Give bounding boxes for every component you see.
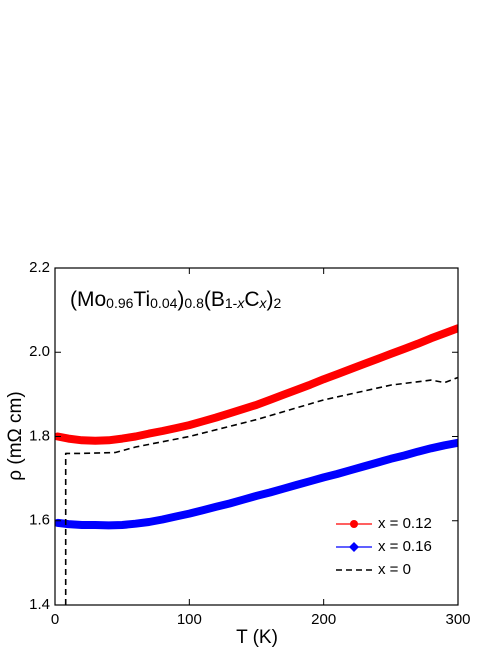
legend-label: x = 0.16 — [378, 538, 432, 555]
x-tick-label: 200 — [311, 611, 336, 628]
y-tick-label: 2.2 — [29, 259, 50, 276]
annotation-part: ) — [266, 288, 273, 311]
annotation-part: ) — [177, 288, 184, 311]
x-axis-label: T (K) — [236, 627, 278, 648]
series-line — [55, 438, 458, 530]
y-tick-label: 2.0 — [29, 343, 50, 360]
x-tick-label: 300 — [445, 611, 470, 628]
x-tick-label: 100 — [177, 611, 202, 628]
x-tick-label: 0 — [51, 611, 59, 628]
series-line — [55, 324, 458, 445]
annotation-part: 1- — [225, 295, 238, 311]
y-axis-label: ρ (mΩ cm) — [5, 391, 26, 480]
legend-label: x = 0 — [378, 561, 411, 578]
y-tick-label: 1.8 — [29, 427, 50, 444]
annotation-part: (Mo — [70, 288, 106, 311]
annotation-part: 0.04 — [150, 295, 177, 311]
annotation-part: x — [236, 295, 245, 311]
series-line — [64, 376, 458, 605]
annotation-part: (B — [204, 288, 225, 311]
annotation-part: x — [258, 295, 267, 311]
y-tick-label: 1.6 — [29, 512, 50, 529]
y-tick-label: 1.4 — [29, 596, 50, 613]
annotation-part: 2 — [273, 295, 281, 311]
legend-marker — [349, 542, 359, 552]
annotation-part: 0.8 — [184, 295, 204, 311]
annotation: (Mo0.96Ti0.04)0.8(B1-xCx)2 — [70, 288, 281, 311]
annotation-part: 0.96 — [106, 295, 133, 311]
annotation-part: C — [244, 288, 259, 311]
annotation-part: Ti — [133, 288, 150, 311]
legend-marker — [350, 520, 358, 528]
legend-label: x = 0.12 — [378, 515, 432, 532]
